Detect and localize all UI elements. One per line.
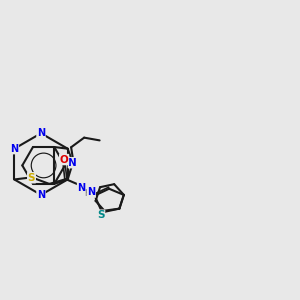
Text: N: N (37, 128, 45, 138)
Text: N: N (68, 158, 77, 168)
Text: N: N (87, 187, 95, 197)
Text: N: N (10, 144, 18, 154)
Text: H: H (84, 189, 91, 198)
Text: O: O (60, 154, 68, 165)
Text: N: N (37, 190, 45, 200)
Text: N: N (77, 183, 86, 193)
Text: S: S (28, 173, 35, 183)
Text: S: S (97, 210, 105, 220)
